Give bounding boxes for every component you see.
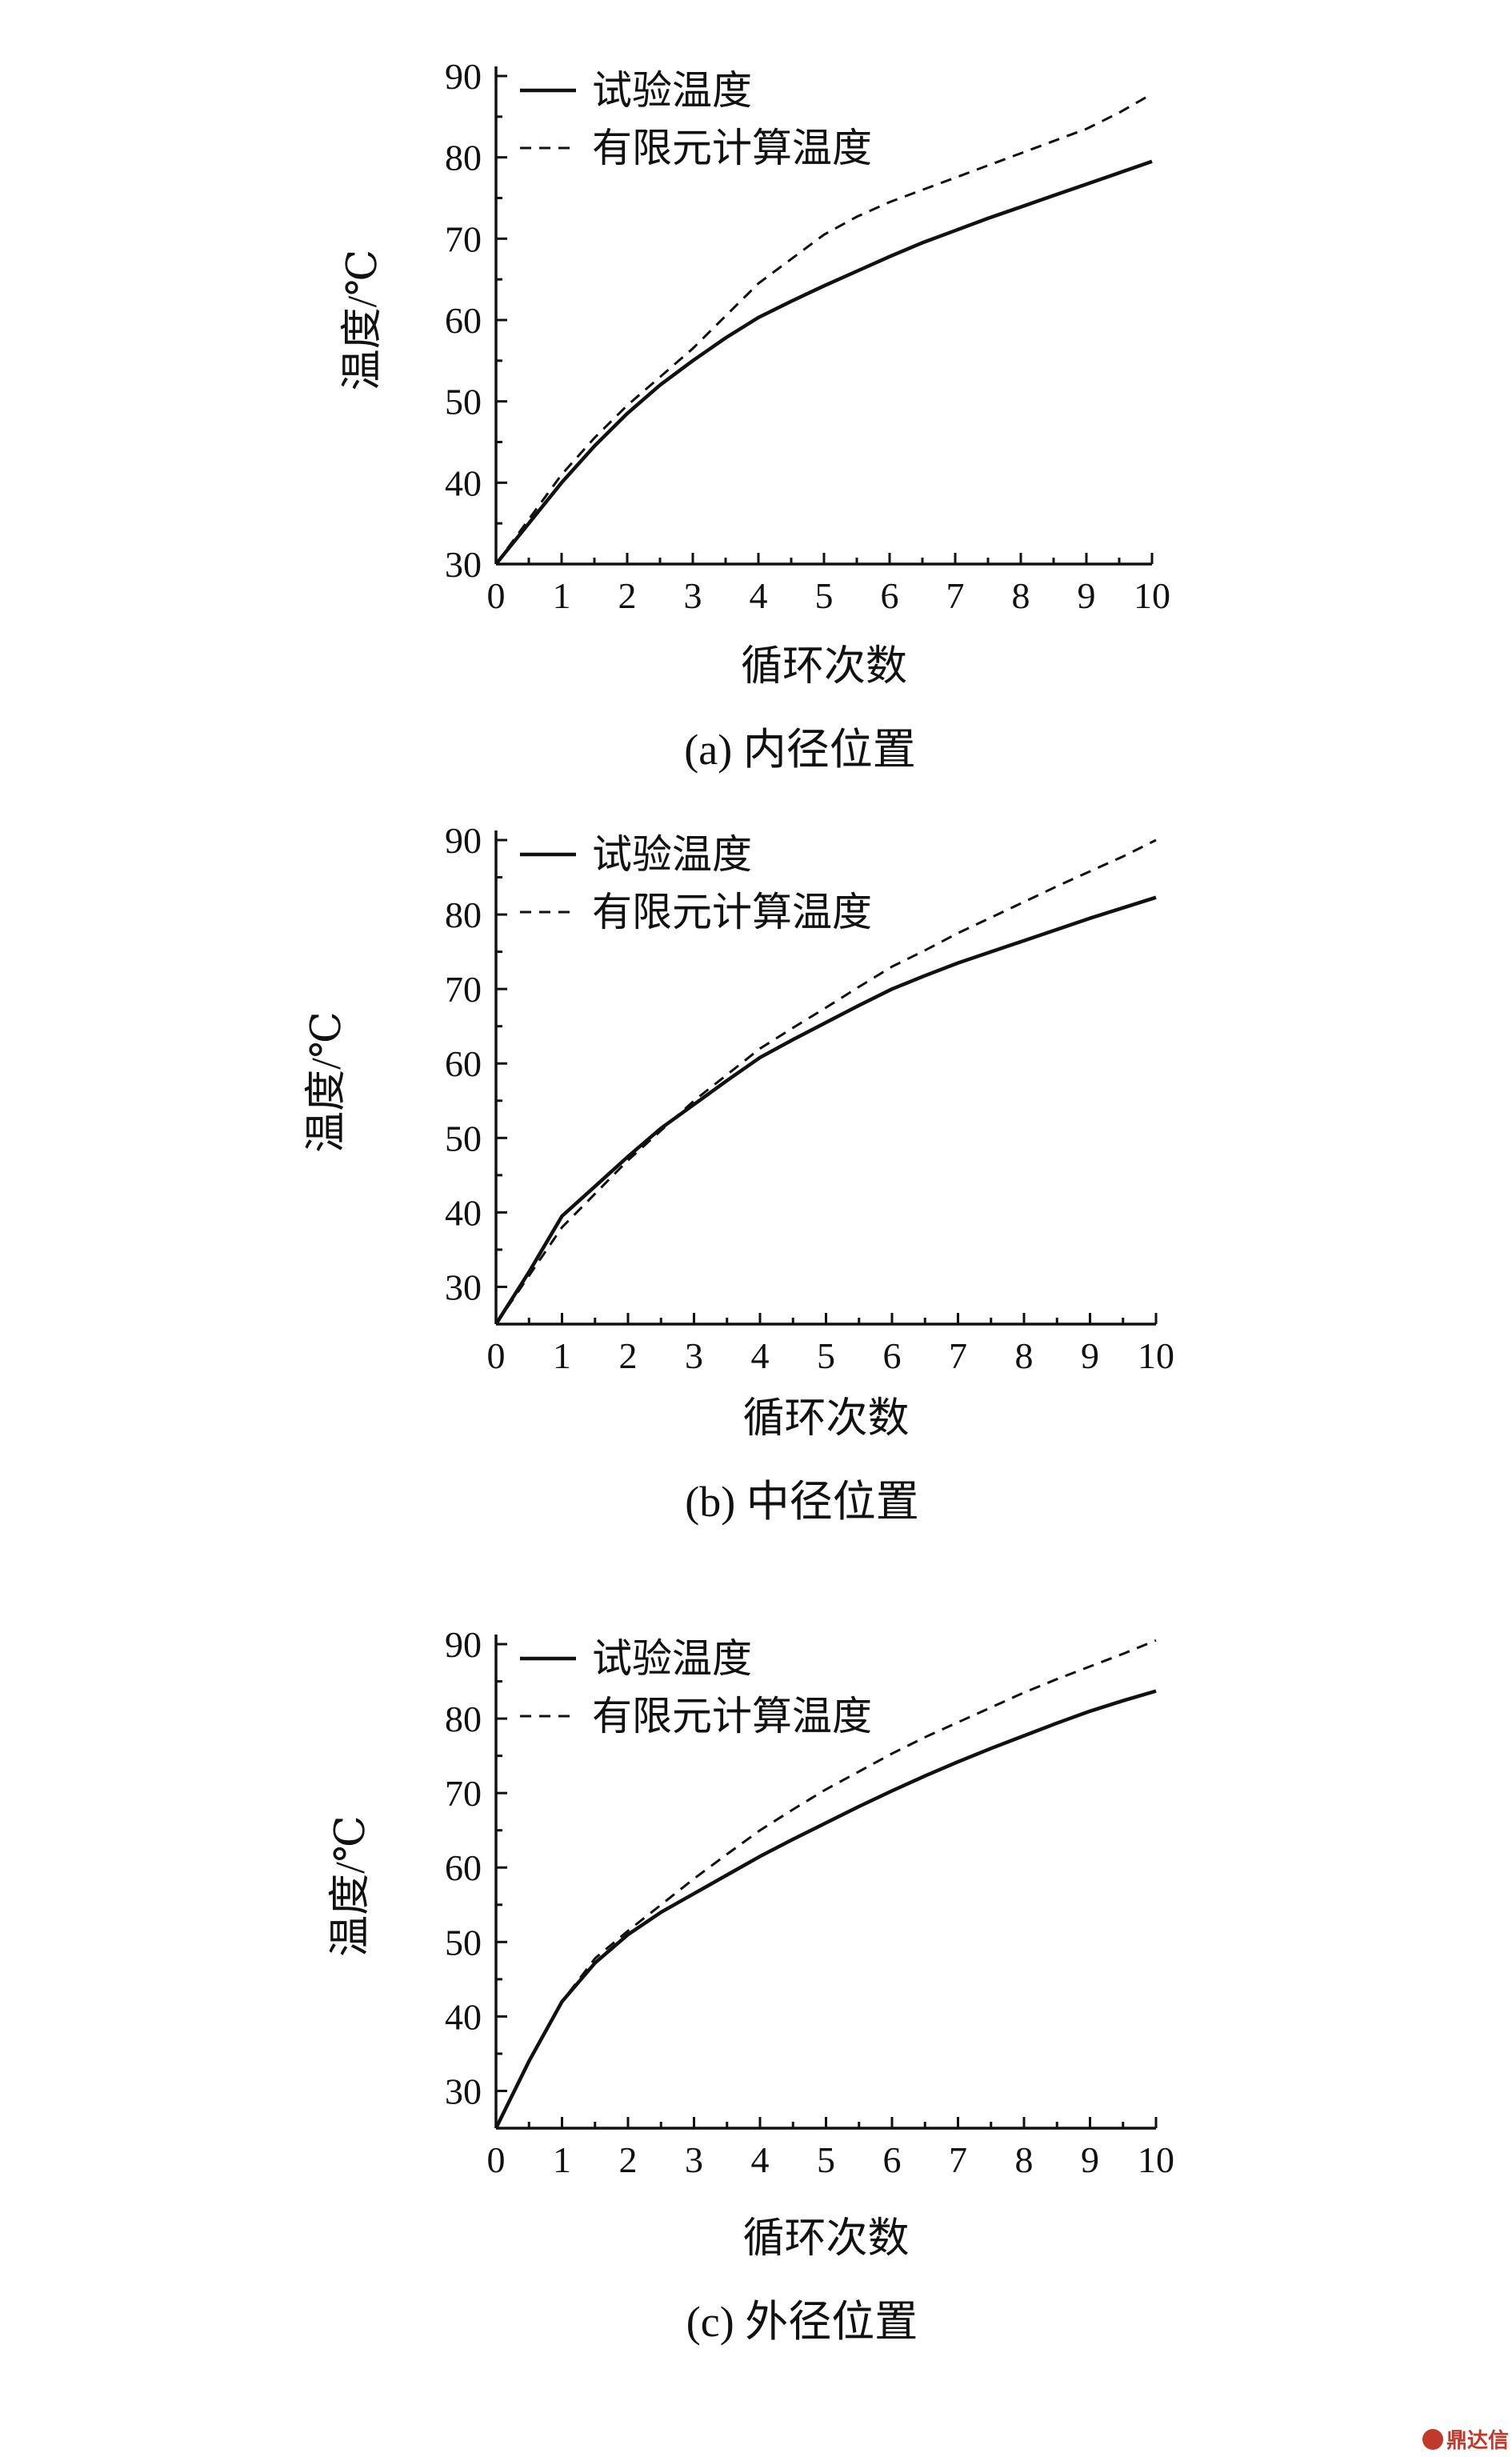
x-tick-label: 5: [817, 1335, 835, 1376]
watermark-logo: 鼎达信: [1422, 2424, 1509, 2454]
x-tick-label: 0: [487, 1335, 506, 1376]
x-tick-label: 3: [684, 575, 702, 616]
y-tick-label: 90: [445, 1624, 482, 1665]
x-tick-label: 1: [553, 575, 571, 616]
x-tick-label: 1: [553, 1335, 571, 1376]
x-tick-label: 4: [751, 1335, 770, 1376]
y-tick-label: 80: [445, 138, 482, 178]
chart-panel-b: 0 1 2 3 4 5 6 7 8 9 10 30 40 50 60 70 80 90 试验温度有限元计算温度循环次…: [304, 820, 1174, 1526]
series-line-fem: [494, 838, 1157, 1325]
x-tick-label: 10: [1138, 2139, 1174, 2180]
y-tick-label: 40: [445, 1996, 482, 2037]
y-tick-label: 60: [445, 1043, 482, 1084]
x-tick-label: 8: [1015, 2139, 1034, 2180]
x-tick-label: 8: [1012, 575, 1030, 616]
chart-panel-a: 0 1 2 3 4 5 6 7 8 9 10 30 40 50 60 70 80 90 试验温度有限元计算温度循环次…: [340, 56, 1170, 774]
y-tick-label: 30: [445, 1267, 482, 1307]
y-tick-label: 70: [445, 969, 482, 1010]
x-tick-label: 10: [1138, 1335, 1174, 1376]
y-tick-label: 60: [445, 1847, 482, 1888]
x-tick-label: 7: [949, 1335, 967, 1376]
x-tick-label: 6: [883, 2139, 902, 2180]
y-axis-title: 温度/℃: [340, 250, 386, 391]
x-tick-label: 9: [1081, 1335, 1099, 1376]
y-tick-label: 50: [445, 382, 482, 422]
x-tick-label: 7: [949, 2139, 967, 2180]
x-tick-label: 3: [685, 1335, 703, 1376]
x-tick-label: 1: [553, 2139, 571, 2180]
x-tick-label: 9: [1078, 575, 1096, 616]
x-tick-label: 2: [618, 575, 637, 616]
legend-label-test: 试验温度: [592, 68, 752, 113]
y-tick-label: 40: [445, 1192, 482, 1233]
y-tick-label: 90: [445, 56, 482, 97]
y-tick-label: 30: [445, 544, 482, 585]
series-line-test: [494, 159, 1153, 566]
x-tick-label: 2: [619, 2139, 638, 2180]
y-tick-label: 50: [445, 1118, 482, 1158]
watermark-text: 鼎达信: [1446, 2429, 1509, 2453]
series-line-test: [494, 1689, 1157, 2129]
legend-label-test: 试验温度: [592, 832, 752, 877]
series-line-fem: [494, 1639, 1157, 2129]
y-tick-label: 80: [445, 1699, 482, 1739]
legend-label-fem: 有限元计算温度: [592, 126, 872, 170]
x-tick-label: 4: [750, 575, 768, 616]
panel-caption: (b) 中径位置: [685, 1478, 918, 1526]
x-tick-label: 6: [883, 1335, 902, 1376]
x-tick-label: 5: [815, 575, 834, 616]
y-tick-label: 70: [445, 1773, 482, 1814]
y-tick-label: 90: [445, 820, 482, 861]
y-tick-label: 30: [445, 2071, 482, 2111]
x-axis-title: 循环次数: [742, 1396, 909, 1442]
x-tick-label: 8: [1015, 1335, 1034, 1376]
x-tick-label: 6: [881, 575, 899, 616]
panel-caption: (a) 内径位置: [684, 726, 915, 774]
x-axis-title: 循环次数: [742, 2216, 909, 2262]
x-tick-label: 5: [817, 2139, 835, 2180]
legend-label-fem: 有限元计算温度: [592, 1694, 872, 1739]
watermark-icon: [1422, 2428, 1443, 2450]
y-axis-title: 温度/℃: [304, 1011, 350, 1153]
x-tick-label: 0: [487, 2139, 506, 2180]
panel-caption: (c) 外径位置: [686, 2298, 918, 2346]
legend-label-fem: 有限元计算温度: [592, 890, 872, 934]
x-tick-label: 3: [685, 2139, 703, 2180]
x-tick-label: 0: [487, 575, 506, 616]
x-tick-label: 7: [946, 575, 965, 616]
chart-panel-c: 0 1 2 3 4 5 6 7 8 9 10 30 40 50 60 70 80 90 试验温度有限元计算温度循环次…: [328, 1624, 1174, 2346]
y-tick-label: 40: [445, 462, 482, 503]
legend-label-test: 试验温度: [592, 1636, 752, 1681]
x-axis-title: 循环次数: [741, 644, 907, 690]
series-line-test: [494, 895, 1157, 1326]
series-line-fem: [494, 93, 1153, 565]
y-tick-label: 50: [445, 1922, 482, 1963]
x-tick-label: 4: [751, 2139, 770, 2180]
x-tick-label: 2: [619, 1335, 638, 1376]
y-tick-label: 80: [445, 894, 482, 935]
y-axis-title: 温度/℃: [328, 1815, 374, 1957]
x-tick-label: 9: [1081, 2139, 1099, 2180]
y-tick-label: 70: [445, 218, 482, 259]
x-tick-label: 10: [1134, 575, 1170, 616]
y-tick-label: 60: [445, 300, 482, 341]
